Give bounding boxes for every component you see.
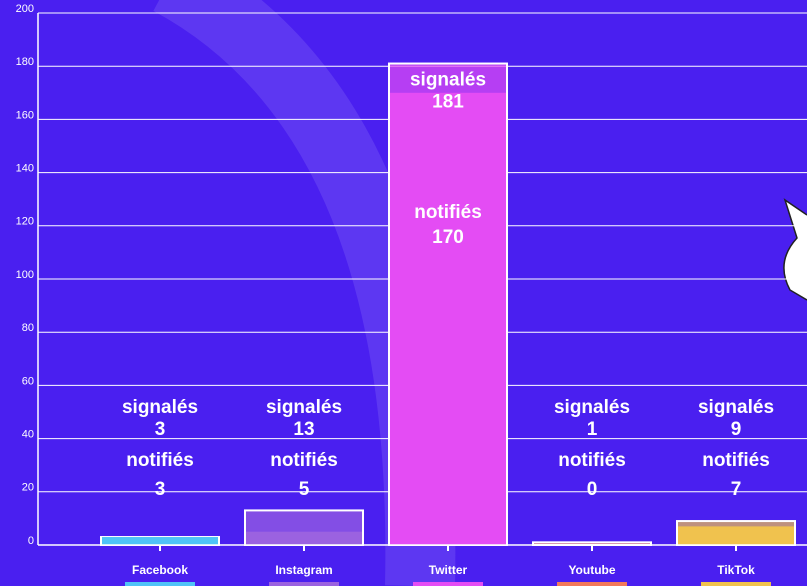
- y-tick-label: 20: [22, 482, 34, 494]
- y-tick-label: 180: [16, 56, 34, 68]
- label-value: 5: [299, 479, 310, 500]
- legend-swatch: [125, 582, 195, 586]
- legend-swatch: [269, 582, 339, 586]
- label-value: 1: [587, 419, 598, 440]
- y-tick-label: 140: [16, 163, 34, 175]
- label-name: signalés: [554, 397, 630, 418]
- bar-notifies: [102, 537, 218, 545]
- label-value: 170: [432, 227, 464, 248]
- label-value: 0: [587, 479, 598, 500]
- y-tick-label: 120: [16, 216, 34, 228]
- label-value: 181: [432, 92, 464, 113]
- speech-bubble: [783, 198, 807, 301]
- legend-swatch: [413, 582, 483, 586]
- label-value: 3: [155, 419, 166, 440]
- x-tick-label: Youtube: [568, 563, 615, 577]
- label-name: notifiés: [702, 450, 770, 471]
- label-value: 7: [731, 479, 742, 500]
- y-tick-label: 80: [22, 322, 34, 334]
- label-name: signalés: [266, 397, 342, 418]
- label-value: 13: [293, 419, 314, 440]
- label-name: notifiés: [270, 450, 338, 471]
- label-name: notifiés: [414, 202, 482, 223]
- label-name: signalés: [698, 397, 774, 418]
- bar-notifies: [390, 92, 506, 546]
- label-value: 3: [155, 479, 166, 500]
- y-tick-label: 200: [16, 3, 34, 15]
- label-name: notifiés: [558, 450, 626, 471]
- label-value: 9: [731, 419, 742, 440]
- x-tick-label: Twitter: [429, 563, 468, 577]
- label-name: signalés: [122, 397, 198, 418]
- label-name: signalés: [410, 70, 486, 91]
- legend-swatch: [557, 582, 627, 586]
- y-tick-label: 160: [16, 109, 34, 121]
- x-tick-label: TikTok: [717, 563, 755, 577]
- legend-swatch: [701, 582, 771, 586]
- background-arc: [153, 0, 456, 586]
- label-name: notifiés: [126, 450, 194, 471]
- bar-notifies: [678, 526, 794, 545]
- y-tick-label: 40: [22, 429, 34, 441]
- y-tick-label: 100: [16, 269, 34, 281]
- x-tick-label: Instagram: [275, 563, 332, 577]
- y-tick-label: 60: [22, 375, 34, 387]
- x-tick-label: Facebook: [132, 563, 188, 577]
- bar-notifies: [246, 531, 362, 545]
- y-tick-label: 0: [28, 535, 34, 547]
